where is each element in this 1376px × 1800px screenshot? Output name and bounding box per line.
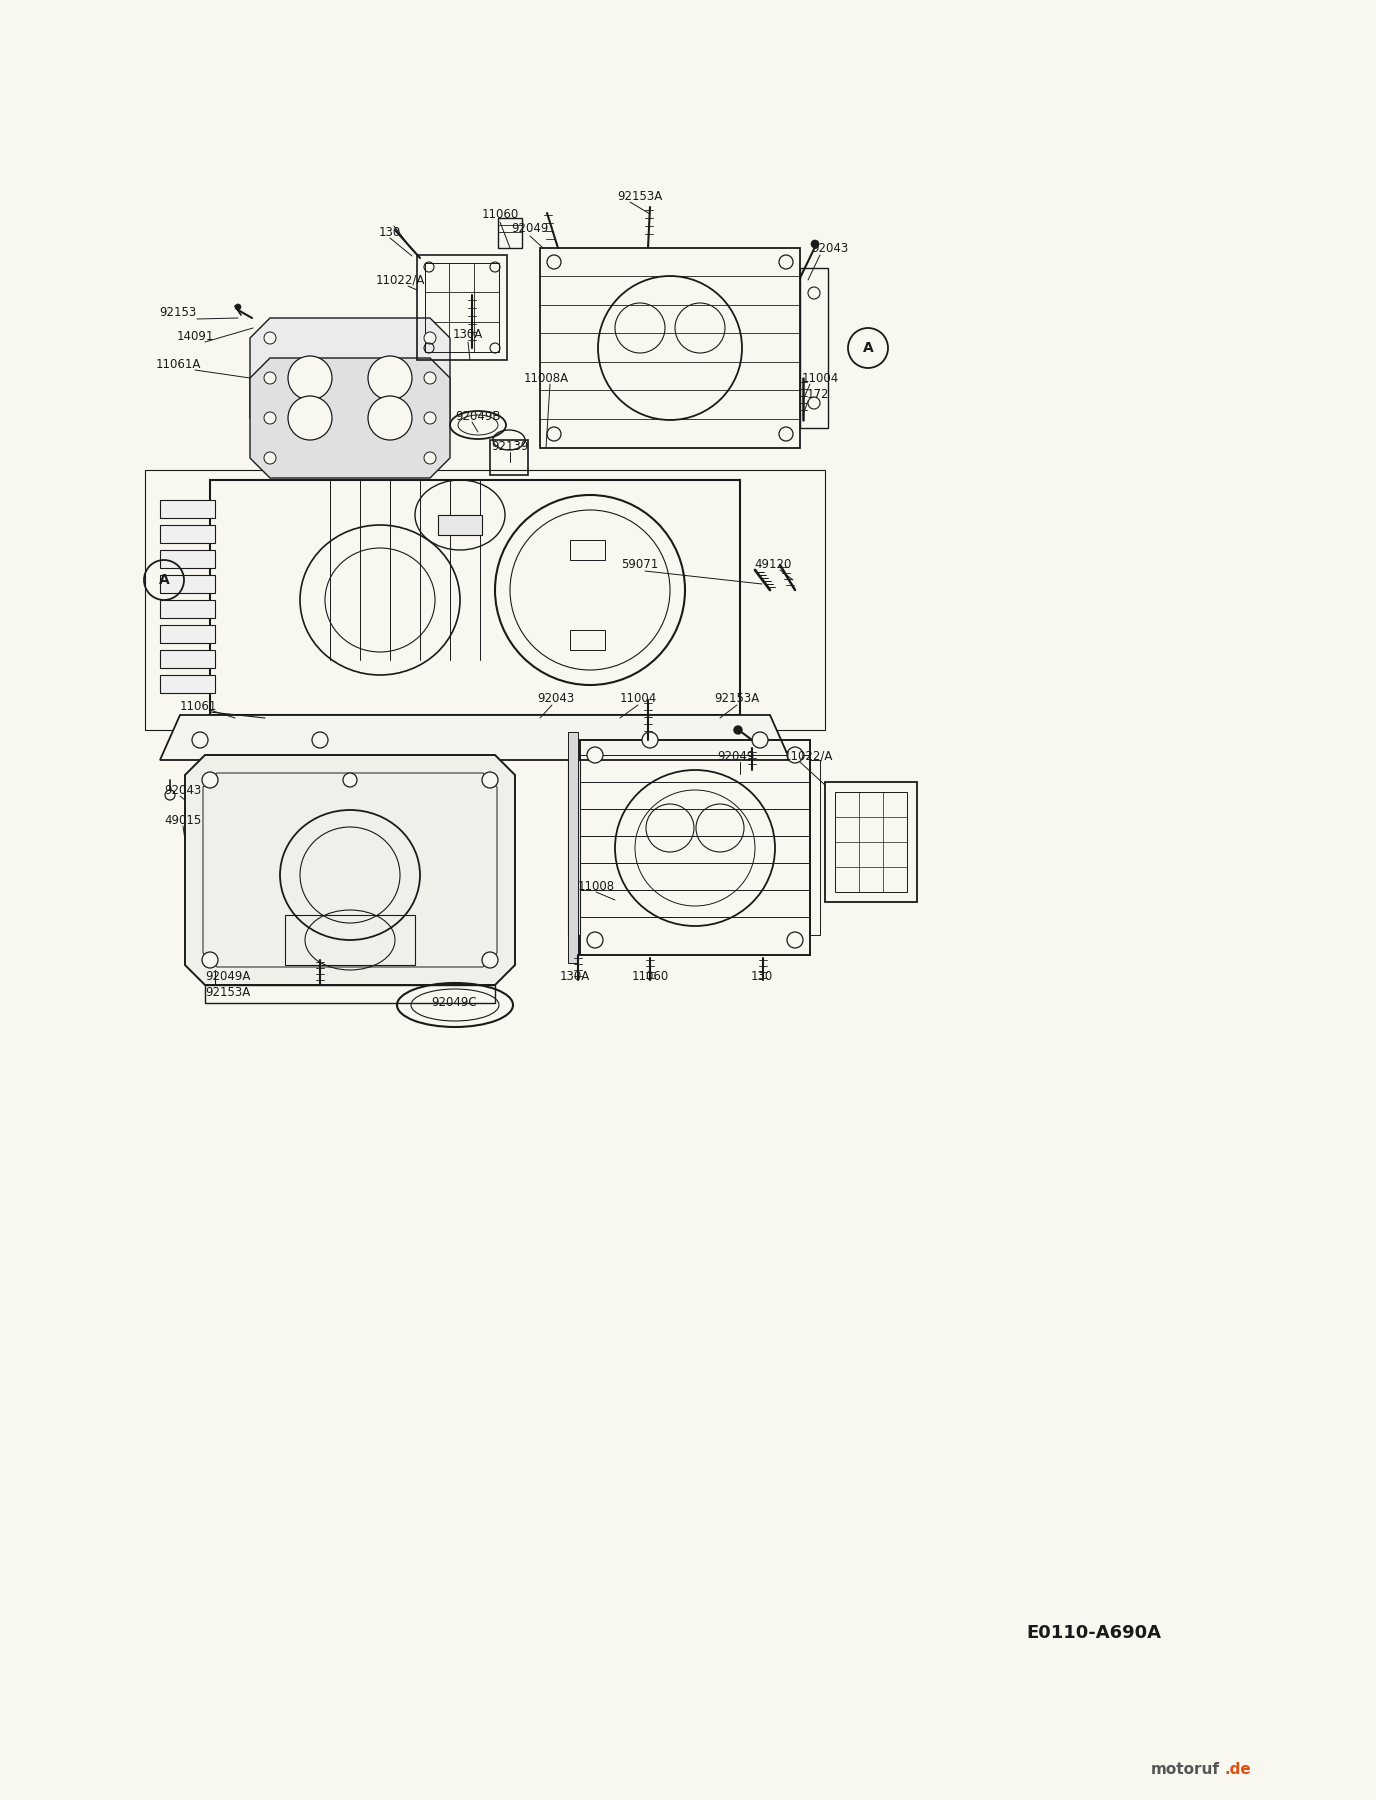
Circle shape	[202, 952, 217, 968]
Circle shape	[787, 747, 804, 763]
Bar	[570, 630, 605, 650]
Bar	[160, 574, 215, 592]
Bar	[160, 650, 215, 668]
Text: 92139: 92139	[491, 439, 528, 452]
Text: 92153A: 92153A	[618, 189, 663, 203]
Bar	[425, 263, 499, 353]
Bar	[417, 256, 506, 360]
Text: 59071: 59071	[622, 558, 659, 572]
Text: 11022/A: 11022/A	[783, 749, 832, 763]
Circle shape	[424, 373, 436, 383]
Bar	[568, 733, 578, 963]
Ellipse shape	[288, 396, 332, 439]
Text: A: A	[863, 340, 874, 355]
Text: 11008A: 11008A	[523, 371, 568, 385]
Bar	[160, 625, 215, 643]
Circle shape	[264, 412, 277, 425]
Text: 130A: 130A	[453, 328, 483, 342]
Bar	[568, 760, 581, 934]
Bar	[570, 540, 605, 560]
Circle shape	[810, 239, 819, 248]
Bar	[490, 439, 528, 475]
Text: 11022/A: 11022/A	[376, 274, 425, 286]
Text: 11060: 11060	[632, 970, 669, 983]
Ellipse shape	[367, 356, 411, 400]
Bar	[438, 515, 482, 535]
Text: 92043: 92043	[538, 693, 575, 706]
Text: .de: .de	[1225, 1762, 1252, 1778]
Text: 49120: 49120	[754, 558, 791, 572]
Text: 172: 172	[806, 389, 830, 401]
Circle shape	[264, 373, 277, 383]
Bar	[160, 599, 215, 617]
Bar	[539, 248, 799, 448]
Bar	[826, 781, 916, 902]
Bar	[160, 675, 215, 693]
Bar	[581, 740, 810, 956]
Text: 11004: 11004	[801, 371, 838, 385]
Text: 11061A: 11061A	[155, 358, 201, 371]
Text: 92153: 92153	[160, 306, 197, 320]
Circle shape	[482, 772, 498, 788]
Circle shape	[482, 952, 498, 968]
Bar	[160, 500, 215, 518]
Bar	[835, 792, 907, 893]
Text: 92043: 92043	[164, 783, 202, 796]
Text: motoruf: motoruf	[1150, 1762, 1221, 1778]
Bar	[498, 218, 522, 248]
Bar	[144, 470, 826, 731]
Circle shape	[588, 747, 603, 763]
Polygon shape	[160, 715, 790, 760]
Text: 11004: 11004	[619, 693, 656, 706]
Circle shape	[424, 412, 436, 425]
Text: 92043: 92043	[812, 241, 849, 254]
Bar	[799, 268, 828, 428]
Bar	[810, 760, 820, 934]
Text: 11008: 11008	[578, 880, 615, 893]
Bar	[205, 985, 495, 1003]
Text: 92049B: 92049B	[455, 410, 501, 423]
Circle shape	[588, 932, 603, 949]
Polygon shape	[250, 358, 450, 479]
Text: 92049: 92049	[512, 223, 549, 236]
Text: E0110-A690A: E0110-A690A	[1026, 1624, 1161, 1642]
Polygon shape	[250, 319, 450, 437]
Text: 130A: 130A	[560, 970, 590, 983]
Circle shape	[264, 331, 277, 344]
Ellipse shape	[367, 396, 411, 439]
Circle shape	[787, 932, 804, 949]
Text: 130: 130	[751, 970, 773, 983]
Text: 92049: 92049	[717, 749, 754, 763]
Text: 11060: 11060	[482, 209, 519, 221]
Bar	[160, 526, 215, 544]
Circle shape	[202, 772, 217, 788]
Text: 49015: 49015	[164, 814, 202, 826]
Circle shape	[733, 725, 742, 734]
Circle shape	[643, 733, 658, 749]
Polygon shape	[184, 754, 515, 985]
Text: 92153A: 92153A	[714, 693, 760, 706]
Bar	[160, 551, 215, 569]
Text: 11061: 11061	[179, 700, 216, 713]
Bar	[211, 481, 740, 715]
Circle shape	[235, 304, 241, 310]
Text: A: A	[158, 572, 169, 587]
Circle shape	[343, 772, 356, 787]
Circle shape	[753, 733, 768, 749]
Text: 92049C: 92049C	[431, 997, 477, 1010]
Circle shape	[264, 452, 277, 464]
Circle shape	[424, 452, 436, 464]
Ellipse shape	[288, 356, 332, 400]
Circle shape	[312, 733, 327, 749]
Text: 130: 130	[378, 225, 402, 238]
Text: 92049A: 92049A	[205, 970, 250, 983]
Text: 14091: 14091	[176, 329, 213, 342]
Text: 92153A: 92153A	[205, 986, 250, 999]
Bar	[285, 914, 416, 965]
Circle shape	[424, 331, 436, 344]
Circle shape	[193, 733, 208, 749]
